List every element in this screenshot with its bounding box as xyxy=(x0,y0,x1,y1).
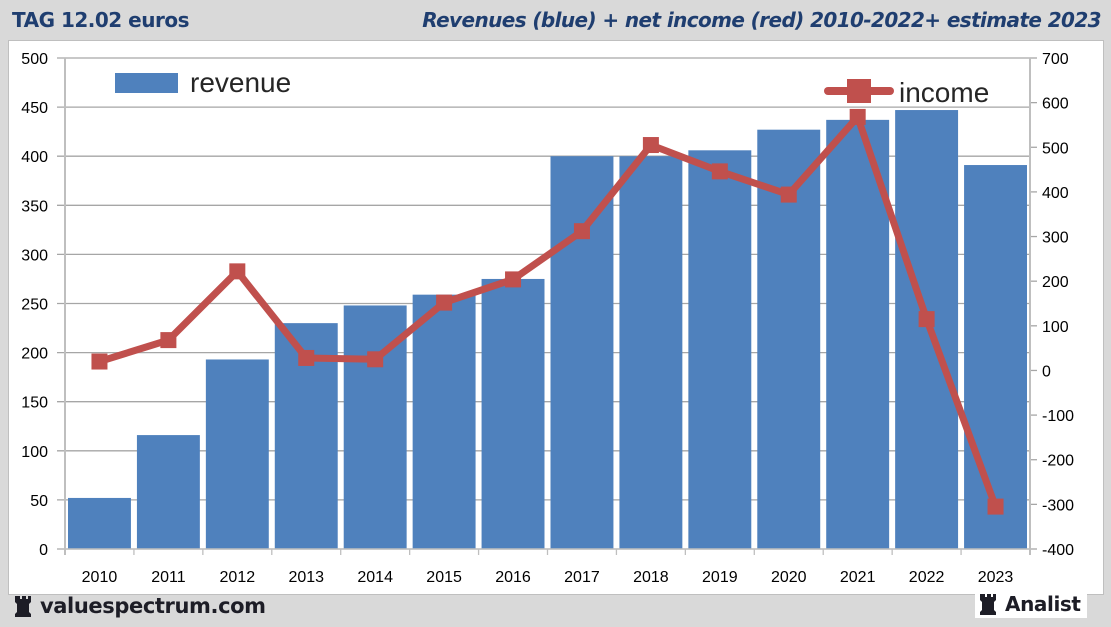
rook-icon xyxy=(980,594,996,615)
income-line-path xyxy=(98,113,999,508)
left-axis-tick-label: 450 xyxy=(21,100,48,117)
left-axis-tick-label: 350 xyxy=(21,198,48,215)
x-axis-tick-label: 2011 xyxy=(151,569,186,586)
revenue-bar-2023 xyxy=(964,165,1027,549)
income-marker-2020 xyxy=(780,186,797,203)
income-marker-2021 xyxy=(849,108,866,125)
revenue-bar-2021 xyxy=(826,119,890,549)
brand-left-text: valuespectrum.com xyxy=(40,594,266,618)
x-axis-tick-label: 2018 xyxy=(633,569,669,586)
income-line xyxy=(91,108,1004,515)
income-marker-2015 xyxy=(436,294,453,311)
revenue-bar-2018 xyxy=(619,156,683,549)
chart-header-title: Revenues (blue) + net income (red) 2010-… xyxy=(422,8,1101,32)
income-marker-2012 xyxy=(229,263,246,280)
right-axis-tick-label: 0 xyxy=(1042,363,1051,380)
legend-revenue-swatch xyxy=(115,73,178,93)
left-axis-tick-label: 500 xyxy=(21,51,48,68)
axes xyxy=(64,57,1037,555)
legend-income-label: income xyxy=(899,77,989,108)
x-axis-tick-label: 2022 xyxy=(909,569,945,586)
left-axis-tick-label: 0 xyxy=(39,542,48,559)
chart-header-ticker: TAG 12.02 euros xyxy=(12,8,189,32)
x-axis-tick-label: 2021 xyxy=(840,569,876,586)
revenue-bar-2012 xyxy=(205,359,269,549)
right-axis-tick-label: 700 xyxy=(1042,51,1069,68)
income-marker-2022 xyxy=(918,311,935,328)
right-axis-tick-label: 100 xyxy=(1042,319,1069,336)
x-axis-tick-label: 2015 xyxy=(426,569,462,586)
brand-analist: Analist xyxy=(975,590,1087,618)
left-axis-tick-label: 100 xyxy=(21,444,48,461)
right-axis-tick-label: 200 xyxy=(1042,274,1069,291)
revenue-bar-2010 xyxy=(68,497,131,549)
left-axis-tick-label: 200 xyxy=(21,346,48,363)
legend-revenue-label: revenue xyxy=(190,67,291,98)
right-axis-tick-label: 600 xyxy=(1042,96,1069,113)
income-marker-2010 xyxy=(91,353,108,370)
left-axis-tick-label: 50 xyxy=(30,493,48,510)
x-axis-tick-label: 2016 xyxy=(495,569,531,586)
income-marker-2011 xyxy=(160,332,177,349)
income-marker-2023 xyxy=(987,498,1004,515)
right-axis-tick-label: -200 xyxy=(1042,453,1074,470)
x-axis-tick-label: 2020 xyxy=(771,569,807,586)
axis-labels: 5004504003503002502001501005007006005004… xyxy=(21,51,1074,586)
x-axis-tick-label: 2019 xyxy=(702,569,738,586)
income-marker-2014 xyxy=(367,351,384,368)
brand-valuespectrum: valuespectrum.com xyxy=(14,594,266,618)
revenue-bar-2019 xyxy=(688,150,752,550)
left-axis-tick-label: 400 xyxy=(21,149,48,166)
revenue-bar-2015 xyxy=(412,294,476,549)
left-axis-tick-label: 150 xyxy=(21,395,48,412)
right-axis-tick-label: 500 xyxy=(1042,140,1069,157)
x-axis-tick-label: 2023 xyxy=(978,569,1014,586)
x-axis-tick-label: 2010 xyxy=(82,569,118,586)
rook-icon xyxy=(15,596,31,617)
revenue-bar-2017 xyxy=(550,156,614,549)
revenue-bars xyxy=(68,110,1027,550)
x-axis-tick-label: 2017 xyxy=(564,569,600,586)
x-axis-tick-label: 2012 xyxy=(220,569,256,586)
legend-income-marker xyxy=(847,79,871,103)
income-marker-2019 xyxy=(711,163,728,180)
revenue-bar-2022 xyxy=(895,110,959,550)
income-marker-2017 xyxy=(573,223,590,240)
income-marker-2013 xyxy=(298,349,315,366)
right-axis-tick-label: 400 xyxy=(1042,185,1069,202)
revenue-bar-2011 xyxy=(136,435,200,549)
right-axis-tick-label: -400 xyxy=(1042,542,1074,559)
x-axis-tick-label: 2014 xyxy=(357,569,393,586)
left-axis-tick-label: 300 xyxy=(21,247,48,264)
income-marker-2018 xyxy=(642,137,659,154)
right-axis-tick-label: -300 xyxy=(1042,497,1074,514)
revenue-bar-2016 xyxy=(481,278,545,549)
left-axis-tick-label: 250 xyxy=(21,297,48,314)
brand-right-text: Analist xyxy=(1005,592,1081,616)
income-marker-2016 xyxy=(505,271,522,288)
right-axis-tick-label: 300 xyxy=(1042,230,1069,247)
right-axis-tick-label: -100 xyxy=(1042,408,1074,425)
legend: revenue income xyxy=(115,67,989,108)
x-axis-tick-label: 2013 xyxy=(288,569,324,586)
